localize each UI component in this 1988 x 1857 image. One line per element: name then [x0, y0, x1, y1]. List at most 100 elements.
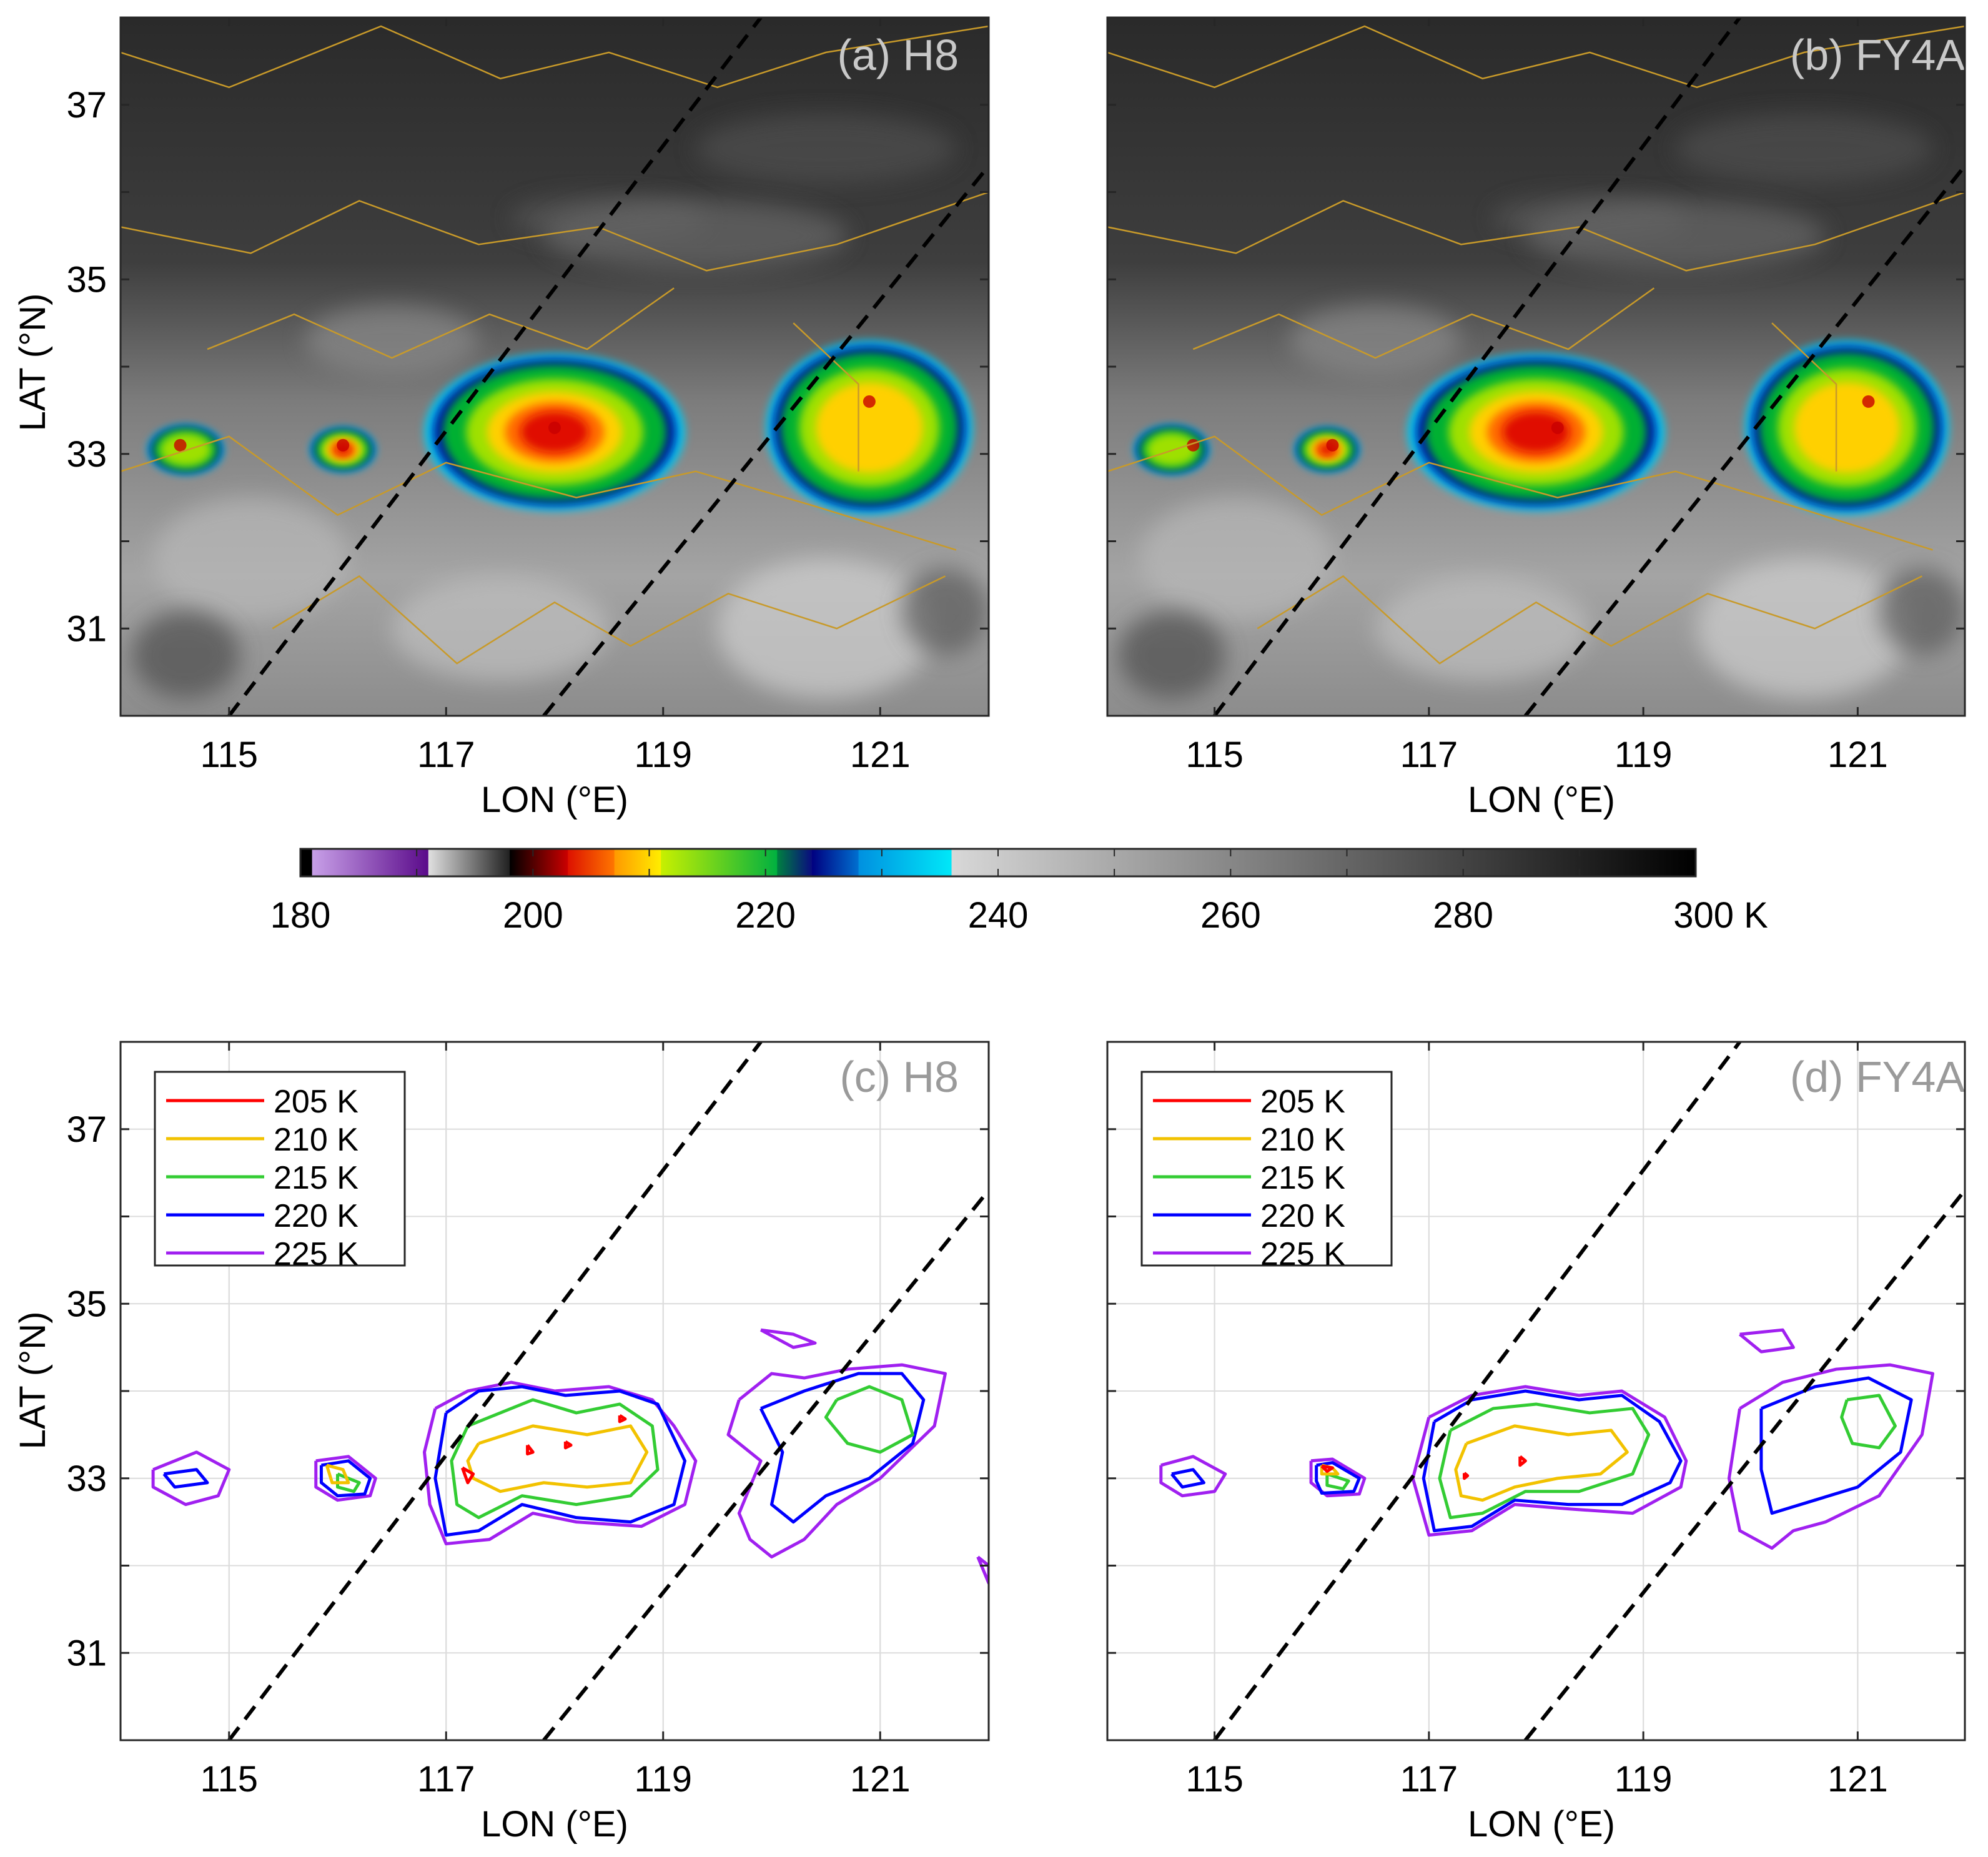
contour-225k	[151, 1450, 231, 1507]
x-tick-label: 115	[200, 735, 258, 775]
contour-220k	[162, 1468, 209, 1489]
contour-205k	[1518, 1455, 1527, 1467]
cloud-texture	[543, 201, 848, 271]
legend-label-205k: 205 K	[1260, 1084, 1345, 1120]
colorbar-tick-label: 240	[968, 895, 1029, 936]
y-tick-label: 31	[66, 1633, 107, 1673]
province-border	[793, 322, 859, 472]
contour-220k	[319, 1459, 372, 1498]
colorbar-segment	[951, 849, 1696, 876]
province-border	[121, 435, 957, 551]
cold-core	[1862, 395, 1875, 408]
panel-a-ticks: 115 117 119 121 31 33 35 37	[66, 16, 990, 775]
panel-b-title: (b) FY4A	[1790, 31, 1965, 79]
contour-225k	[314, 1455, 377, 1502]
colorbar-segment	[858, 849, 952, 876]
panel-a-xlabel: LON (°E)	[481, 780, 628, 820]
y-tick-label: 31	[66, 608, 107, 649]
cold-core	[863, 395, 876, 408]
colorbar-segment	[812, 849, 859, 876]
swath-line-2	[542, 164, 989, 716]
cold-core	[1551, 421, 1564, 434]
y-tick-label: 33	[66, 1458, 107, 1499]
contour-205k	[1320, 1464, 1334, 1473]
y-tick-label: 35	[66, 259, 107, 300]
x-tick-label: 117	[1400, 735, 1458, 775]
colorbar-tick-label: 260	[1200, 895, 1261, 936]
legend-label-205k: 205 K	[274, 1084, 359, 1120]
contour-220k	[1422, 1389, 1683, 1533]
x-tick-label: 121	[850, 735, 911, 775]
y-tick-label: 37	[66, 1109, 107, 1150]
panel-d-title: (d) FY4A	[1790, 1052, 1965, 1101]
contour-215k	[824, 1385, 914, 1454]
panel-c-title: (c) H8	[839, 1052, 959, 1101]
panel-b-plot-area	[1107, 17, 1965, 716]
contour-225k	[759, 1328, 817, 1349]
contour-225k	[423, 1380, 698, 1546]
legend-box	[1140, 1071, 1393, 1267]
contour-205k	[563, 1440, 573, 1450]
contour-205k	[618, 1414, 627, 1424]
convective-cell-layer	[1502, 412, 1570, 453]
legend-label-210k: 210 K	[274, 1122, 359, 1158]
province-border	[121, 25, 989, 89]
colorbar-tick-label: 180	[270, 895, 331, 936]
cold-core	[1326, 438, 1339, 452]
colorbar-segment	[614, 849, 661, 876]
cloud-texture	[131, 611, 240, 699]
cloud-texture	[1139, 497, 1333, 620]
province-border	[1107, 435, 1933, 551]
province-border	[1107, 191, 1965, 272]
panel-c-xlabel: LON (°E)	[481, 1804, 628, 1845]
colorbar-segment	[510, 849, 568, 876]
panel-b-fy4a-brightness-temperature: (b) FY4A 115 117 119 121 LON (°E)	[1106, 16, 1966, 820]
cloud-texture	[392, 576, 609, 681]
ir-image	[1107, 17, 1965, 716]
contour-group	[1159, 1328, 1935, 1550]
cloud-texture	[695, 113, 956, 184]
colorbar-segment	[568, 849, 615, 876]
convective-cell-layer	[159, 433, 212, 467]
panel-d-xlabel: LON (°E)	[1468, 1804, 1615, 1845]
contour-225k	[1309, 1457, 1367, 1498]
cloud-texture	[1675, 113, 1933, 184]
contour-205k	[460, 1466, 475, 1485]
contour-225k	[1411, 1385, 1688, 1537]
panel-a-h8-brightness-temperature: (a) H8 115 117 119 121 31 33 35 37 LON (°E) LAT…	[12, 16, 990, 820]
x-tick-label: 119	[1615, 1759, 1672, 1800]
legend-label-215k: 215 K	[274, 1160, 359, 1196]
contour-205k	[1463, 1472, 1470, 1480]
swath-line-1	[227, 1042, 763, 1740]
cloud-texture	[1525, 201, 1826, 271]
contour-220k	[759, 1372, 926, 1524]
province-border	[207, 287, 675, 359]
panel-a-ylabel: LAT (°N)	[12, 294, 53, 432]
panel-c-ticks: 115 117 119 121 31 33 35 37	[66, 1041, 990, 1800]
panel-b-xlabel: LON (°E)	[1468, 780, 1615, 820]
province-border	[272, 575, 946, 665]
x-tick-label: 119	[1615, 735, 1672, 775]
panel-a-plot-area	[121, 17, 989, 716]
legend-label-220k: 220 K	[274, 1198, 359, 1234]
province-border	[121, 191, 989, 272]
colorbar-tick-label: 300 K	[1673, 895, 1768, 936]
swath-line-1	[227, 17, 763, 716]
colorbar-segment	[428, 849, 510, 876]
x-tick-label: 121	[1827, 735, 1888, 775]
contour-215k	[1840, 1394, 1897, 1450]
contour-225k	[1727, 1363, 1935, 1550]
cold-core	[174, 438, 187, 452]
panel-a-title: (a) H8	[838, 31, 959, 79]
ir-image	[121, 17, 989, 716]
x-tick-label: 117	[1400, 1759, 1458, 1800]
swath-line-1	[1213, 17, 1741, 716]
contour-220k	[1759, 1376, 1913, 1515]
cloud-texture	[1879, 567, 1965, 655]
colorbar: 180 200 220 240 260 280 300 K	[270, 848, 1768, 936]
swath-line-2	[1523, 1189, 1965, 1740]
